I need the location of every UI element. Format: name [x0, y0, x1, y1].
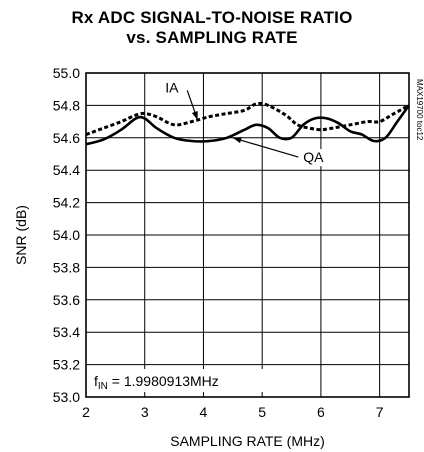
- y-tick-label: 53.0: [53, 389, 80, 405]
- series-line-ia: [85, 101, 410, 137]
- y-tick-labels: 53.0 53.2 53.4 53.6 53.8 54.0 54.2 54.4 54.6 54.8…: [53, 65, 80, 405]
- callout-label-qa: QA: [303, 149, 324, 165]
- y-tick-label: 55.0: [53, 65, 80, 81]
- y-tick-label: 53.2: [53, 357, 80, 373]
- grid: [85, 72, 409, 398]
- y-tick-label: 53.4: [53, 324, 80, 340]
- callouts: IA QA: [162, 79, 325, 167]
- x-tick-label: 6: [317, 404, 325, 420]
- plot-frame: [85, 72, 410, 398]
- x-tick-label: 4: [200, 404, 208, 420]
- y-tick-label: 54.2: [53, 195, 80, 211]
- y-tick-label: 53.6: [53, 292, 80, 308]
- y-tick-label: 54.0: [53, 227, 80, 243]
- callout-label-bg: [300, 149, 325, 167]
- annotation-text: fIN = 1.9980913MHz: [94, 373, 219, 392]
- x-tick-label: 7: [376, 404, 384, 420]
- y-tick-label: 53.8: [53, 259, 80, 275]
- callout-arrowhead: [191, 110, 198, 120]
- callout-label-ia: IA: [165, 79, 179, 95]
- chart-title-line2: vs. SAMPLING RATE: [126, 28, 298, 47]
- x-tick-label: 3: [141, 404, 149, 420]
- x-axis-label: SAMPLING RATE (MHz): [170, 433, 325, 449]
- annotation-fin: fIN = 1.9980913MHz: [89, 369, 275, 392]
- chart-title-line1: Rx ADC SIGNAL-TO-NOISE RATIO: [71, 8, 353, 27]
- y-tick-label: 54.4: [53, 162, 80, 178]
- x-tick-labels: 2 3 4 5 6 7: [82, 404, 384, 420]
- annotation-box: [89, 369, 275, 392]
- y-axis-label: SNR (dB): [13, 205, 29, 265]
- callout-arrowhead: [232, 137, 242, 144]
- annotation-prefix: f: [94, 373, 98, 389]
- series-line-qa: [85, 104, 411, 146]
- watermark: MAX19700 toc12: [415, 79, 424, 141]
- callout-leader: [232, 137, 299, 158]
- y-tick-label: 54.8: [53, 97, 80, 113]
- x-tick-label: 5: [258, 404, 266, 420]
- annotation-subscript: IN: [98, 381, 108, 392]
- series-lines: [85, 101, 411, 146]
- y-tick-label: 54.6: [53, 130, 80, 146]
- callout-label-bg: [162, 79, 187, 97]
- annotation-value: = 1.9980913MHz: [108, 373, 219, 389]
- x-tick-label: 2: [82, 404, 90, 420]
